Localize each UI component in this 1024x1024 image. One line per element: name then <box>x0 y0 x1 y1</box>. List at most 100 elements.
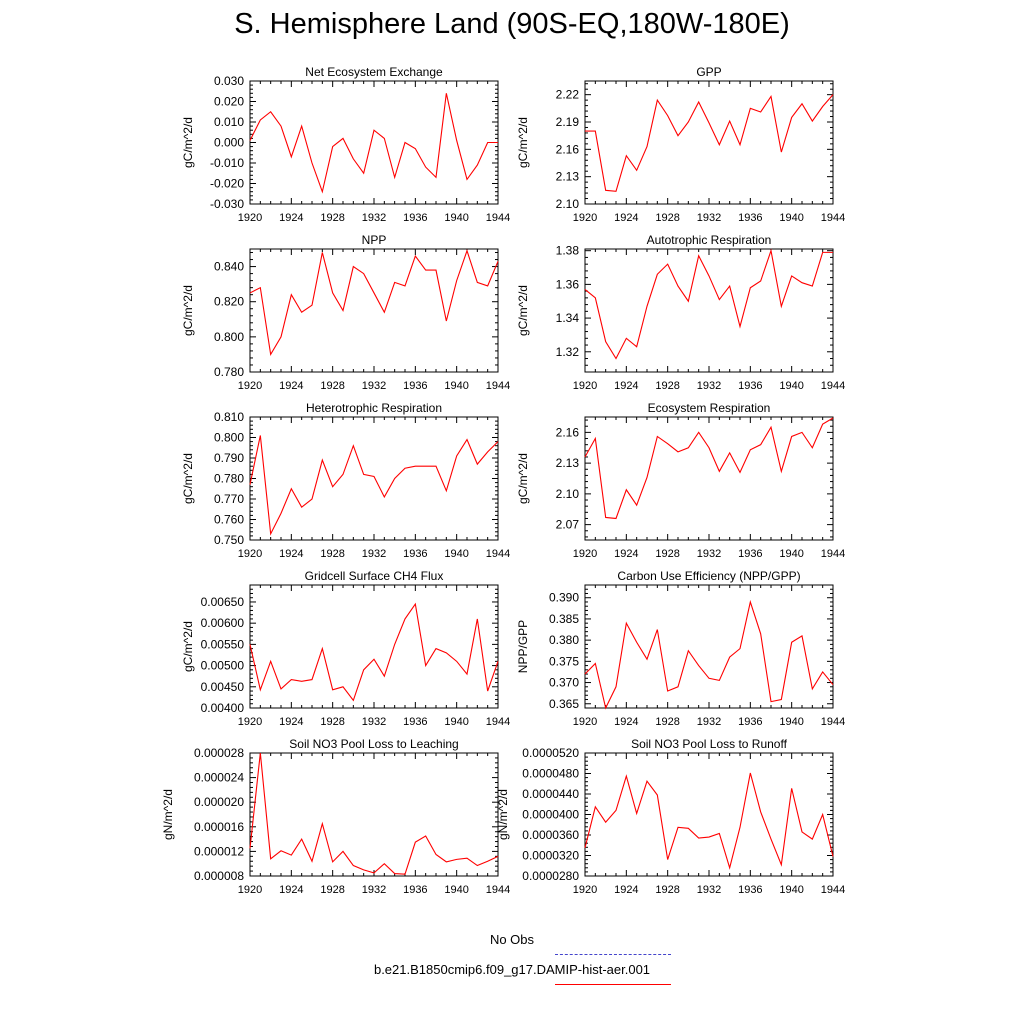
plot-frame <box>584 752 834 877</box>
y-tick-label: 0.790 <box>214 451 244 465</box>
legend-label-no-obs: No Obs <box>489 932 535 947</box>
legend-label-model: b.e21.B1850cmip6.f09_g17.DAMIP-hist-aer.… <box>373 962 651 977</box>
x-tick-label: 1928 <box>320 212 344 224</box>
series-line-0 <box>249 93 498 194</box>
x-tick-label: 1932 <box>362 212 386 224</box>
y-tick-label: 0.375 <box>549 654 579 668</box>
chart-panel-9: Soil NO3 Pool Loss to Runoff 1920 1924 1928… <box>496 737 845 896</box>
x-tick-label: 1920 <box>238 884 262 896</box>
x-tick-label: 1924 <box>279 548 303 560</box>
y-tick-label: -0.030 <box>210 197 244 211</box>
panel-title: NPP <box>362 233 387 247</box>
y-tick-label: 0.010 <box>214 115 244 129</box>
x-tick-label: 1940 <box>444 380 468 392</box>
x-tick-label: 1928 <box>655 884 679 896</box>
y-tick-label: 0.020 <box>214 95 244 109</box>
plot-frame <box>249 584 499 709</box>
x-tick-label: 1928 <box>655 716 679 728</box>
x-tick-label: 1924 <box>614 884 638 896</box>
y-tick-label: 0.00450 <box>201 680 245 694</box>
x-tick-label: 1944 <box>486 716 510 728</box>
y-tick-label: 0.780 <box>214 472 244 486</box>
y-tick-label: 0.810 <box>214 410 244 424</box>
y-tick-label: 0.0000400 <box>522 808 579 822</box>
y-tick-label: 0.00650 <box>201 595 245 609</box>
chart-panel-2: NPP 1920 1924 1928 1932 1936 1940 1944 0.780 0.80… <box>181 233 510 392</box>
panel-title: Net Ecosystem Exchange <box>305 65 443 79</box>
y-tick-label: 0.750 <box>214 533 244 547</box>
panel-title: Autotrophic Respiration <box>647 233 772 247</box>
y-tick-label: 0.000 <box>214 136 244 150</box>
y-axis-label: gN/m^2/d <box>496 789 510 840</box>
y-tick-label: 2.19 <box>556 115 580 129</box>
y-tick-label: 1.36 <box>556 277 580 291</box>
x-tick-label: 1928 <box>655 380 679 392</box>
x-tick-label: 1920 <box>238 548 262 560</box>
panel-title: Ecosystem Respiration <box>648 401 771 415</box>
y-tick-label: 0.800 <box>214 330 244 344</box>
chart-panel-6: Gridcell Surface CH4 Flux 1920 1924 1928 193… <box>181 569 510 728</box>
series-line-0 <box>249 752 499 875</box>
x-tick-label: 1944 <box>486 212 510 224</box>
series-line-0 <box>584 417 834 520</box>
y-axis-label: gC/m^2/d <box>516 285 530 336</box>
y-tick-label: 2.22 <box>556 88 580 102</box>
plot-frame <box>249 752 499 877</box>
series-line-0 <box>249 249 499 357</box>
y-tick-label: 0.000020 <box>194 795 244 809</box>
plot-frame <box>584 416 834 541</box>
x-tick-label: 1924 <box>279 884 303 896</box>
x-tick-label: 1936 <box>738 884 762 896</box>
y-tick-label: 2.07 <box>556 518 580 532</box>
y-tick-label: 0.000024 <box>194 771 244 785</box>
y-axis-label: gC/m^2/d <box>181 285 195 336</box>
x-tick-label: 1932 <box>697 548 721 560</box>
y-tick-label: 0.370 <box>549 676 579 690</box>
y-tick-label: -0.010 <box>210 156 244 170</box>
y-tick-label: 0.0000480 <box>522 767 579 781</box>
y-tick-label: 0.390 <box>549 591 579 605</box>
x-tick-label: 1928 <box>320 716 344 728</box>
series-line-0 <box>585 94 834 192</box>
y-axis-label: gC/m^2/d <box>181 453 195 504</box>
x-tick-label: 1924 <box>614 548 638 560</box>
plot-frame <box>584 80 834 205</box>
x-tick-label: 1940 <box>779 884 803 896</box>
y-tick-label: 0.365 <box>549 697 579 711</box>
series-line-0 <box>249 435 499 536</box>
legend-line-no-obs <box>555 954 671 955</box>
plot-frame <box>249 80 499 205</box>
chart-panel-7: Carbon Use Efficiency (NPP/GPP) 1920 1924 1… <box>516 569 845 728</box>
x-tick-label: 1944 <box>486 548 510 560</box>
plot-frame <box>249 416 499 541</box>
panel-title: Soil NO3 Pool Loss to Runoff <box>631 737 788 751</box>
x-tick-label: 1944 <box>821 380 845 392</box>
x-tick-label: 1924 <box>279 212 303 224</box>
x-tick-label: 1936 <box>403 380 427 392</box>
x-tick-label: 1924 <box>279 380 303 392</box>
x-tick-label: 1936 <box>403 548 427 560</box>
y-tick-label: 2.16 <box>556 425 580 439</box>
x-tick-label: 1924 <box>614 716 638 728</box>
x-tick-label: 1920 <box>573 716 597 728</box>
y-axis-label: gN/m^2/d <box>161 789 175 840</box>
chart-panel-8: Soil NO3 Pool Loss to Leaching 1920 1924 19… <box>161 737 510 896</box>
y-tick-label: 0.385 <box>549 612 579 626</box>
y-tick-label: 0.0000280 <box>522 869 579 883</box>
x-tick-label: 1944 <box>486 380 510 392</box>
x-tick-label: 1920 <box>573 212 597 224</box>
y-tick-label: 0.00400 <box>201 701 245 715</box>
y-tick-label: 2.10 <box>556 197 580 211</box>
series-line-0 <box>584 248 833 360</box>
x-tick-label: 1932 <box>697 212 721 224</box>
x-tick-label: 1936 <box>738 212 762 224</box>
x-tick-label: 1936 <box>403 716 427 728</box>
x-tick-label: 1920 <box>238 212 262 224</box>
y-tick-label: 0.0000520 <box>522 746 579 760</box>
y-tick-label: 0.00550 <box>201 637 245 651</box>
x-tick-label: 1932 <box>697 884 721 896</box>
y-tick-label: 2.13 <box>556 170 580 184</box>
y-axis-label: gC/m^2/d <box>181 621 195 672</box>
x-tick-label: 1940 <box>779 380 803 392</box>
y-tick-label: 0.000028 <box>194 746 244 760</box>
